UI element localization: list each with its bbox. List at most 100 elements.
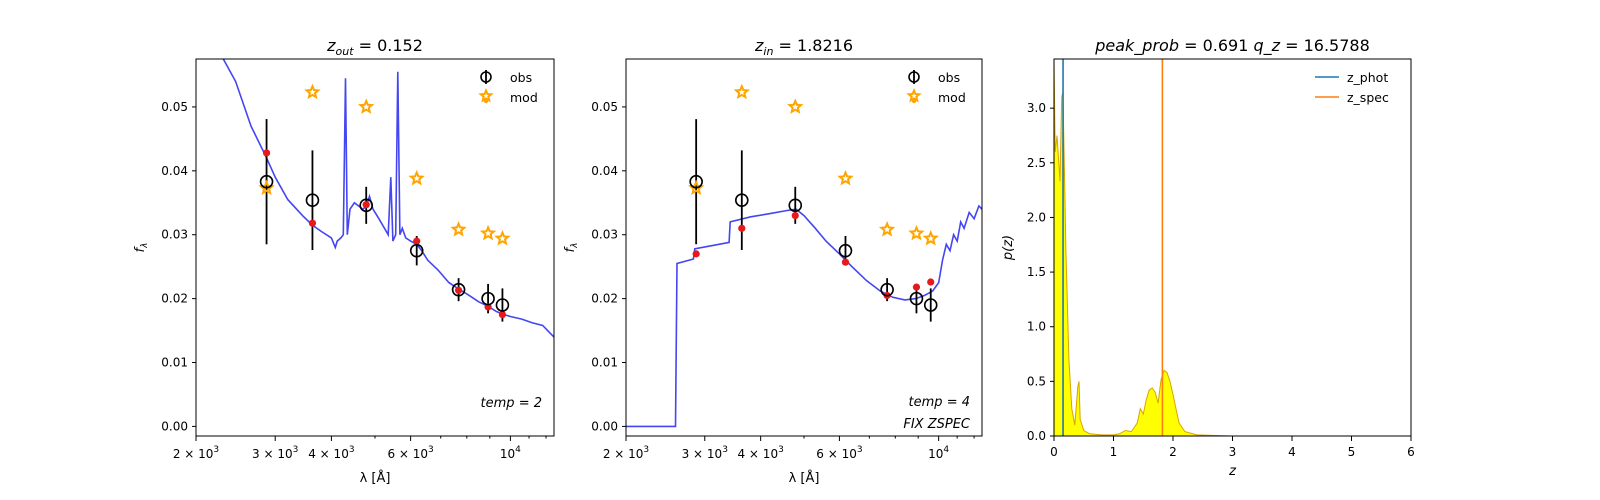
x-axis-label: λ [Å] xyxy=(789,470,820,486)
ytick-label-0: 0.0 xyxy=(1027,429,1046,443)
obs-point-1 xyxy=(734,193,749,208)
ytick-label-3: 1.5 xyxy=(1027,265,1046,279)
mod-star-6 xyxy=(922,229,939,246)
xtick-label-1: 1 xyxy=(1110,445,1118,459)
pz-fill xyxy=(1054,59,1352,436)
fit-point-1 xyxy=(738,224,746,232)
ytick-label-5: 2.5 xyxy=(1027,156,1046,170)
xtick-label-3: 6 × 103 xyxy=(816,445,862,461)
ytick-label-5: 0.05 xyxy=(161,100,188,114)
model-spectrum-line xyxy=(222,59,554,338)
legend-z-spec-label: z_spec xyxy=(1347,90,1389,105)
fit-point-4 xyxy=(454,286,463,294)
ytick-label-4: 2.0 xyxy=(1027,210,1046,224)
mod-star-4 xyxy=(450,221,467,237)
obs-point-3 xyxy=(838,243,853,258)
obs-point-4 xyxy=(880,282,894,297)
mod-star-2 xyxy=(787,98,804,114)
mod-star-1 xyxy=(733,83,750,100)
fit-point-2 xyxy=(791,211,799,220)
mod-star-1 xyxy=(304,83,321,100)
mod-star-5 xyxy=(479,224,497,241)
mod-star-3 xyxy=(408,169,425,186)
fit-point-0 xyxy=(692,250,700,258)
xtick-label-5: 5 xyxy=(1348,445,1356,459)
obs-point-1 xyxy=(305,193,320,208)
xtick-label-2: 2 xyxy=(1169,445,1177,459)
ytick-label-4: 0.04 xyxy=(161,164,188,178)
obs-point-2 xyxy=(359,198,374,213)
legend-mod-label: mod xyxy=(510,90,538,105)
obs-point-4 xyxy=(451,282,466,297)
obs-point-0 xyxy=(689,174,703,189)
axes-frame xyxy=(195,58,555,437)
axes-frame xyxy=(625,58,983,437)
obs-point-2 xyxy=(788,198,803,213)
xtick-label-6: 6 xyxy=(1407,445,1415,459)
obs-point-5 xyxy=(909,291,924,306)
fit-point-5 xyxy=(912,283,921,291)
y-axis-label: fλ xyxy=(563,243,580,253)
ytick-label-0: 0.00 xyxy=(591,419,618,433)
ytick-label-1: 0.01 xyxy=(161,356,188,370)
legend-obs-marker xyxy=(480,71,492,83)
fit-point-1 xyxy=(308,219,317,227)
fit-point-3 xyxy=(413,237,421,245)
mod-star-5 xyxy=(908,224,925,241)
xtick-label-2: 4 × 103 xyxy=(308,445,354,461)
panel-title: zin = 1.8216 xyxy=(754,36,853,58)
fit-point-0 xyxy=(262,149,271,157)
legend-mod-marker xyxy=(478,87,494,103)
xtick-label-4: 4 xyxy=(1288,445,1296,459)
ytick-label-2: 0.02 xyxy=(161,292,188,306)
obs-point-3 xyxy=(409,243,424,258)
ytick-label-2: 0.02 xyxy=(591,292,618,306)
annotation-0: temp = 2 xyxy=(481,396,542,411)
ytick-label-5: 0.05 xyxy=(591,100,618,114)
y-axis-label: fλ xyxy=(133,243,150,253)
legend-mod-label: mod xyxy=(938,90,966,105)
obs-point-6 xyxy=(495,298,510,312)
x-axis-label: λ [Å] xyxy=(360,470,391,486)
fit-point-6 xyxy=(927,278,935,286)
obs-point-0 xyxy=(259,174,274,189)
legend-mod-dot xyxy=(911,98,917,104)
obs-point-6 xyxy=(923,298,938,312)
legend: obs mod xyxy=(906,70,966,105)
ytick-label-3: 0.03 xyxy=(161,228,188,242)
fit-point-6 xyxy=(498,310,507,319)
pz-curve xyxy=(1054,59,1352,436)
model-spectrum-line xyxy=(626,204,982,428)
y-axis-label: p(z) xyxy=(1001,235,1016,261)
axes-frame xyxy=(1053,58,1412,437)
legend-obs-label: obs xyxy=(938,70,960,85)
legend-mod-dot xyxy=(483,98,489,104)
panel-title: zout = 0.152 xyxy=(326,36,423,58)
xtick-label-4: 104 xyxy=(928,445,949,461)
xtick-label-3: 3 xyxy=(1229,445,1237,459)
pz-panel: 0.0 0.5 1.0 1.5 2.0 2.5 3.0 0 1 2 3 4 5 6 z p(z) peak_pr… xyxy=(1001,36,1415,479)
xtick-label-0: 0 xyxy=(1050,445,1058,459)
legend-mod-marker xyxy=(906,87,922,103)
mod-star-2 xyxy=(358,98,375,114)
ytick-label-2: 1.0 xyxy=(1027,320,1046,334)
ytick-label-6: 3.0 xyxy=(1027,101,1046,115)
fit-point-3 xyxy=(841,258,850,266)
xtick-label-0: 2 × 103 xyxy=(173,445,219,461)
ytick-label-1: 0.01 xyxy=(591,356,618,370)
ytick-label-3: 0.03 xyxy=(591,228,618,242)
ytick-label-0: 0.00 xyxy=(161,419,188,433)
ytick-label-1: 0.5 xyxy=(1027,374,1046,388)
sed-panel-1: 0.00 0.01 0.02 0.03 0.04 0.05 2 × 103 3 × 103 4 … xyxy=(133,36,555,486)
mod-star-6 xyxy=(494,229,511,246)
fit-point-2 xyxy=(362,201,370,209)
legend-z-phot-label: z_phot xyxy=(1347,70,1388,85)
obs-point-5 xyxy=(481,291,495,306)
annotation-1: FIX ZSPEC xyxy=(903,417,971,432)
legend: z_phot z_spec xyxy=(1315,70,1389,105)
annotation-0: temp = 4 xyxy=(909,395,970,410)
xtick-label-3: 6 × 103 xyxy=(387,445,433,461)
xtick-label-1: 3 × 103 xyxy=(252,445,298,461)
legend-obs-marker xyxy=(908,71,920,83)
